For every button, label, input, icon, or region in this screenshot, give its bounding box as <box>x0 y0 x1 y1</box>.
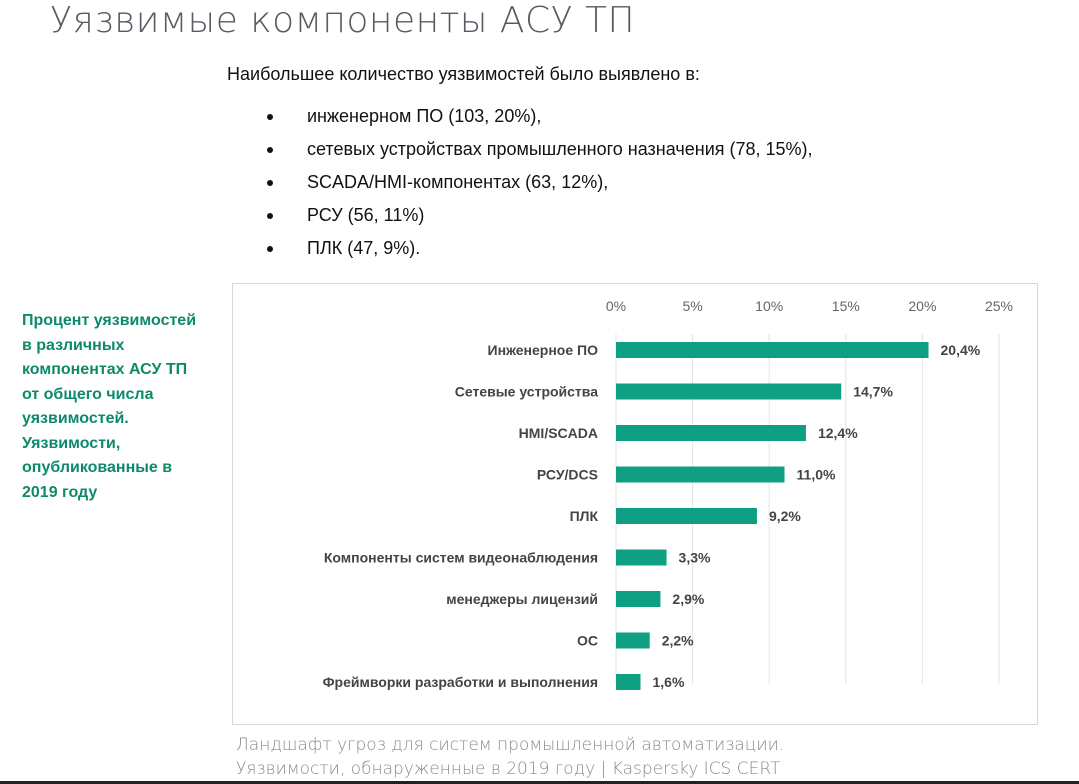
category-label: менеджеры лицензий <box>446 591 598 607</box>
bullet-item: РСУ (56, 11%) <box>262 205 813 238</box>
bar <box>616 549 667 566</box>
category-label: Инженерное ПО <box>488 342 599 358</box>
bullet-icon <box>267 213 273 219</box>
chart-frame: 0% 5% 10% 15% 20% 25% Инженерное ПО 20,4% Сетевы… <box>232 283 1038 725</box>
source-caption: Ландшафт угроз для систем промышленной а… <box>236 733 784 781</box>
data-label: 12,4% <box>818 425 858 441</box>
x-tick-label: 0% <box>606 298 626 314</box>
category-label: ПЛК <box>570 508 599 524</box>
bullet-icon <box>267 246 273 252</box>
bottom-divider <box>0 781 1079 784</box>
x-tick-label: 25% <box>985 298 1013 314</box>
category-label: ОС <box>577 633 598 649</box>
bullet-text: ПЛК (47, 9%). <box>307 238 421 258</box>
bullet-icon <box>267 147 273 153</box>
bullet-list: инженерном ПО (103, 20%), сетевых устрой… <box>262 106 813 271</box>
data-label: 3,3% <box>679 550 711 566</box>
bullet-text: РСУ (56, 11%) <box>307 205 425 225</box>
bullet-item: сетевых устройствах промышленного назнач… <box>262 139 813 172</box>
data-label: 11,0% <box>797 467 836 483</box>
bar-chart: 0% 5% 10% 15% 20% 25% Инженерное ПО 20,4% Сетевы… <box>323 298 1013 690</box>
bar <box>616 383 842 400</box>
category-label: РСУ/DCS <box>537 467 598 483</box>
data-label: 1,6% <box>653 674 685 690</box>
category-label: Фреймворки разработки и выполнения <box>323 674 598 690</box>
bullet-text: сетевых устройствах промышленного назнач… <box>307 139 813 159</box>
bullet-item: SCADA/HMI-компонентах (63, 12%), <box>262 172 813 205</box>
category-label: Компоненты систем видеонаблюдения <box>324 550 598 566</box>
bullet-item: инженерном ПО (103, 20%), <box>262 106 813 139</box>
x-tick-label: 5% <box>682 298 702 314</box>
data-label: 9,2% <box>769 508 801 524</box>
intro-text: Наибольшее количество уязвимостей было в… <box>227 64 700 84</box>
bullet-item: ПЛК (47, 9%). <box>262 238 813 271</box>
bar <box>616 466 785 483</box>
data-label: 2,9% <box>672 591 704 607</box>
bullet-icon <box>267 180 273 186</box>
category-label: HMI/SCADA <box>519 425 598 441</box>
source-line-2: Уязвимости, обнаруженные в 2019 году | K… <box>236 759 781 779</box>
data-label: 14,7% <box>853 384 893 400</box>
bar <box>616 674 641 690</box>
bar <box>616 342 929 358</box>
bullet-icon <box>267 114 273 120</box>
bar <box>616 508 757 524</box>
bullet-text: инженерном ПО (103, 20%), <box>307 106 542 126</box>
bullet-text: SCADA/HMI-компонентах (63, 12%), <box>307 172 609 192</box>
data-label: 20,4% <box>941 342 981 358</box>
bar <box>616 591 661 607</box>
x-tick-label: 15% <box>832 298 860 314</box>
x-tick-label: 10% <box>755 298 783 314</box>
slide-title: Уязвимые компоненты АСУ ТП <box>50 0 636 41</box>
x-tick-label: 20% <box>908 298 936 314</box>
data-label: 2,2% <box>662 633 694 649</box>
bar <box>616 425 806 441</box>
bar <box>616 632 650 649</box>
side-caption: Процент уязвимостей в различных компонен… <box>22 312 197 501</box>
source-line-1: Ландшафт угроз для систем промышленной а… <box>236 735 785 755</box>
category-label: Сетевые устройства <box>455 384 598 400</box>
